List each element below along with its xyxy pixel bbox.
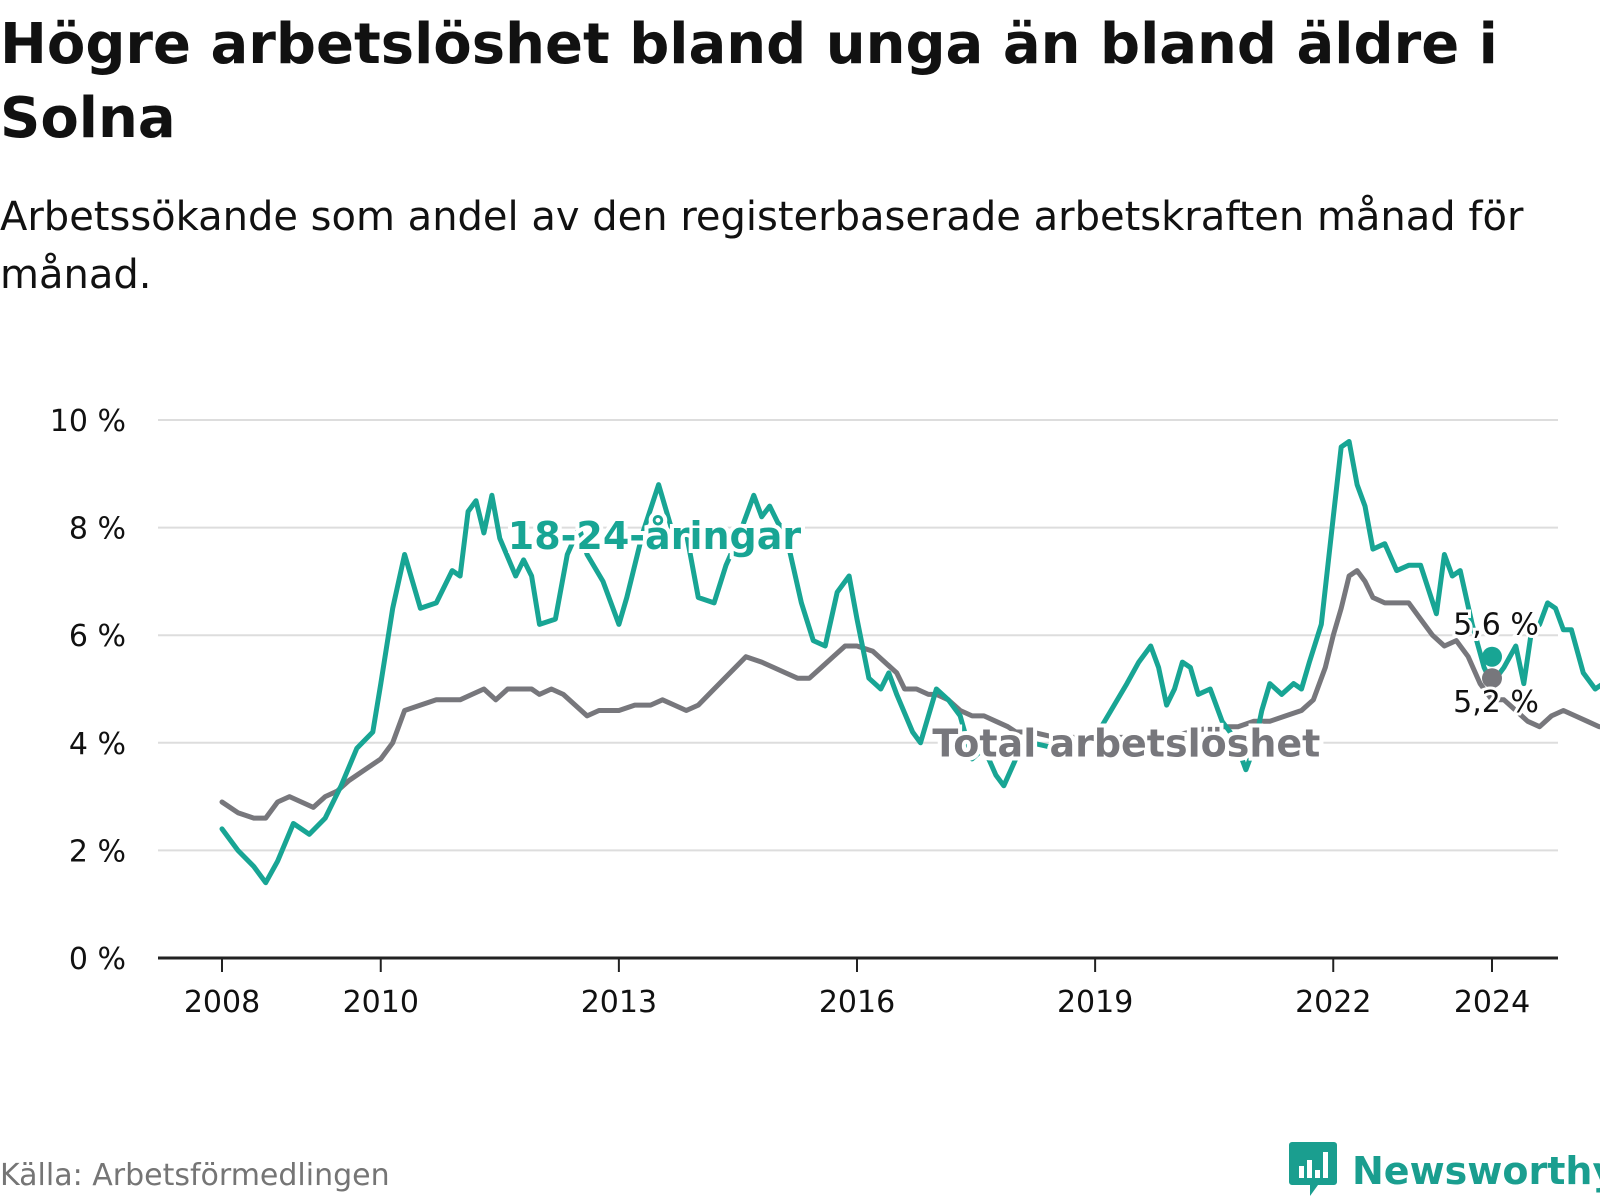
- y-tick-label: 2 %: [69, 834, 126, 869]
- y-tick-label: 10 %: [50, 404, 126, 439]
- series-lines: [219, 439, 1600, 886]
- x-tick-label: 2024: [1454, 985, 1530, 1020]
- x-tick-label: 2019: [1057, 985, 1133, 1020]
- series-line: [219, 439, 1600, 886]
- x-tick-label: 2022: [1295, 985, 1371, 1020]
- x-tick-label: 2016: [819, 985, 895, 1020]
- brand-logo[interactable]: Newsworthy: [1288, 1140, 1600, 1202]
- x-tick-label: 2010: [343, 985, 419, 1020]
- y-axis: 0 % 2 % 4 % 6 % 8 % 10 %: [50, 404, 126, 977]
- x-tick-label: 2008: [184, 985, 260, 1020]
- series-line: [219, 568, 1600, 821]
- chart-subtitle: Arbetssökande som andel av den registerb…: [0, 194, 1524, 298]
- y-tick-label: 4 %: [69, 727, 126, 762]
- end-dot: [1482, 668, 1502, 689]
- brand-name: Newsworthy: [1352, 1149, 1600, 1193]
- chart-title: Högre arbetslöshet bland unga än bland ä…: [0, 12, 1498, 151]
- line-chart: 0 % 2 % 4 % 6 % 8 % 10 % 2008 2010 2013 2016 2019…: [50, 404, 1600, 1020]
- series-name-label: Total arbetslöshet: [932, 721, 1320, 765]
- series-labels: 5,6 % 5,2 % 18-24-åringar Total arbetslöshe…: [504, 510, 1542, 769]
- source-note: Källa: Arbetsförmedlingen: [0, 1158, 390, 1193]
- y-tick-label: 6 %: [69, 619, 126, 654]
- y-tick-label: 0 %: [69, 942, 126, 977]
- series-name-label: 18-24-åringar: [508, 514, 802, 558]
- bar-chart-speech-bubble-icon: [1288, 1140, 1338, 1202]
- end-dot: [1482, 646, 1502, 667]
- y-tick-label: 8 %: [69, 512, 126, 547]
- x-tick-label: 2013: [581, 985, 657, 1020]
- end-value-label: 5,2 %: [1453, 685, 1539, 720]
- end-value-label: 5,6 %: [1453, 608, 1539, 643]
- x-axis: 2008 2010 2013 2016 2019 2022 2024: [158, 956, 1558, 1020]
